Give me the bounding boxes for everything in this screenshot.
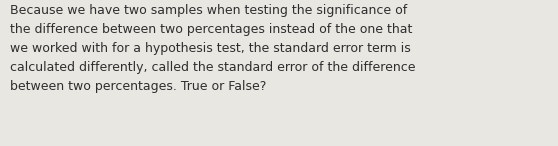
Text: Because we have two samples when testing the significance of
the difference betw: Because we have two samples when testing… — [10, 4, 416, 93]
